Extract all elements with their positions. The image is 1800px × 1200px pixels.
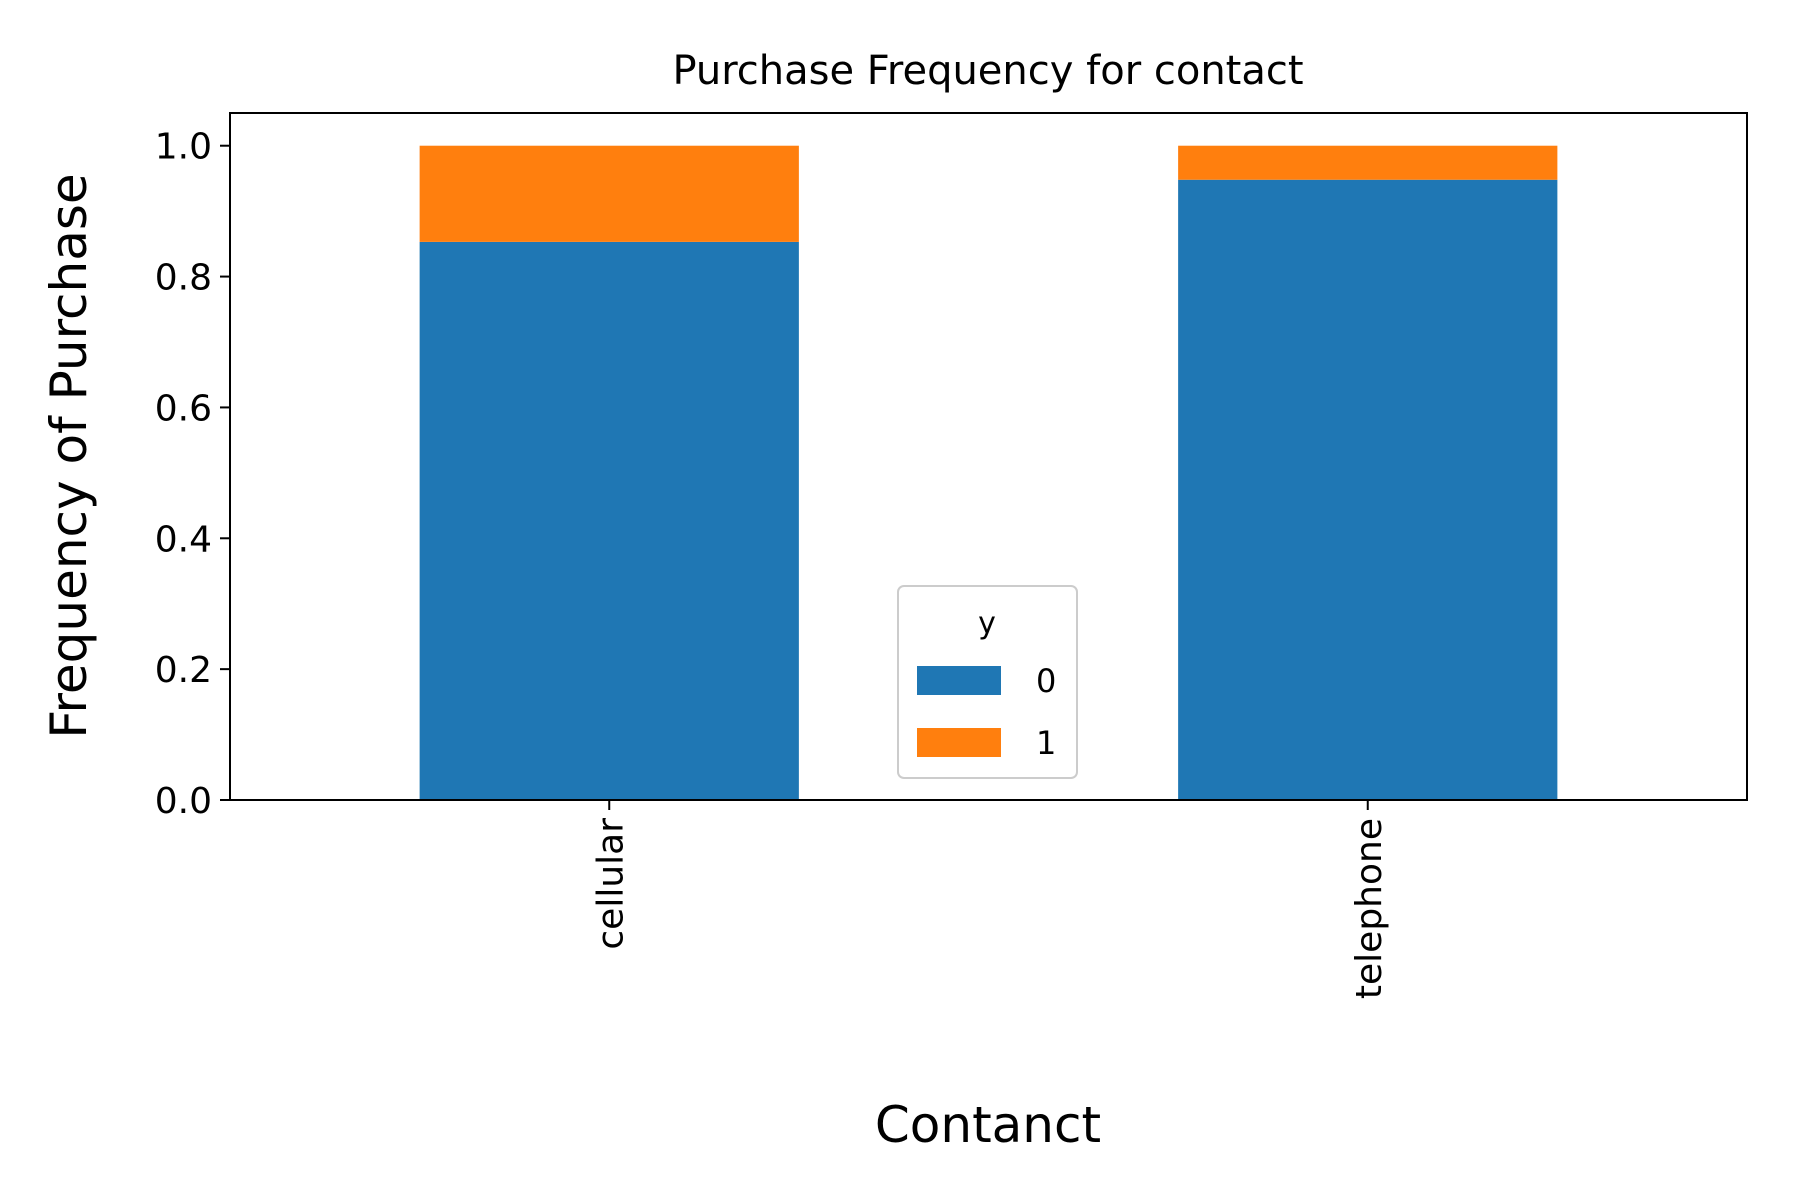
y-tick-label: 0.8: [155, 258, 212, 299]
legend-swatch-0: [917, 666, 1001, 695]
plot-frame: [229, 112, 1748, 801]
y-tick-label: 0.2: [155, 650, 212, 691]
legend-label-0: 0: [1036, 662, 1056, 700]
x-axis-label: Contanct: [875, 1096, 1101, 1154]
y-tick-label: 0.0: [155, 781, 212, 822]
bars-layer: [419, 145, 1558, 801]
legend-label-1: 1: [1036, 724, 1056, 762]
legend-items: 01: [917, 662, 1056, 762]
bar-cellular-series-1: [419, 145, 799, 242]
x-tick-label-cellular: cellular: [590, 818, 631, 950]
bar-telephone-series-0: [1178, 179, 1558, 801]
y-axis-label: Frequency of Purchase: [40, 173, 98, 738]
legend: y 01: [897, 585, 1078, 779]
chart-title: Purchase Frequency for contact: [672, 48, 1303, 94]
y-axis: 0.0 0.2 0.4 0.6 0.8 1.0: [155, 127, 230, 822]
y-tick-label: 0.6: [155, 388, 212, 429]
legend-swatch-1: [917, 728, 1001, 757]
bar-telephone-series-1: [1178, 145, 1558, 180]
x-axis: cellular telephone: [590, 800, 1390, 999]
y-tick-label: 0.4: [155, 519, 212, 560]
legend-title: y: [978, 606, 996, 641]
y-tick-label: 1.0: [155, 127, 212, 168]
x-tick-label-telephone: telephone: [1349, 818, 1390, 999]
bar-cellular-series-0: [419, 241, 799, 800]
